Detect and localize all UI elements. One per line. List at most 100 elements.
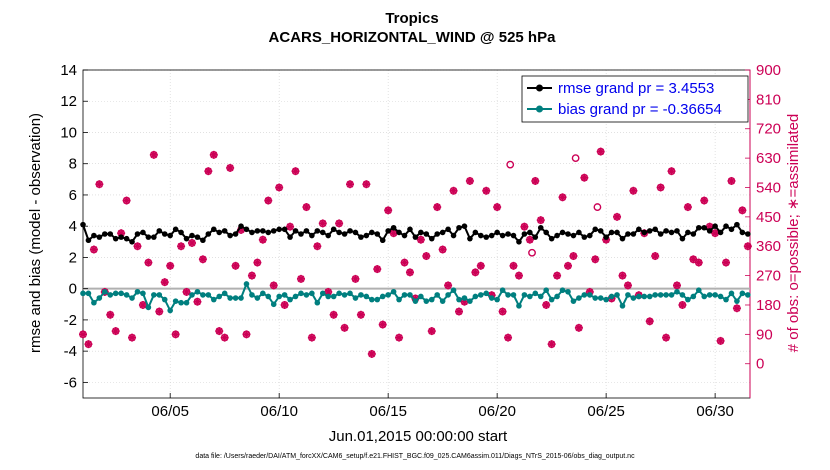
obs-count-markers — [79, 147, 752, 358]
bias-point — [625, 292, 631, 298]
bias-point — [101, 288, 108, 295]
obs-asterisk-stroke — [161, 278, 169, 286]
rmse-point — [183, 235, 190, 242]
bias-point — [543, 287, 549, 294]
bias-point — [352, 295, 359, 301]
obs-possible-circle — [471, 268, 480, 277]
obs-asterisk-stroke — [711, 229, 719, 237]
obs-assimilated-marker — [220, 333, 229, 342]
rmse-point — [303, 228, 310, 234]
obs-possible-circle — [378, 320, 387, 329]
obs-possible-circle — [100, 288, 109, 296]
rmse-point — [450, 232, 457, 239]
legend-bias-marker — [536, 105, 543, 113]
obs-asterisk-stroke — [471, 268, 479, 276]
bias-point — [151, 292, 157, 298]
bias-point — [516, 303, 522, 309]
bias-point — [450, 287, 457, 294]
rmse-point — [516, 239, 522, 245]
obs-possible-circle — [199, 255, 207, 264]
rmse-point — [210, 226, 217, 233]
obs-asterisk-stroke — [466, 177, 474, 185]
obs-assimilated-marker — [373, 265, 382, 274]
bias-point — [374, 296, 381, 303]
obs-possible-circle — [259, 235, 267, 244]
bias-point — [172, 298, 179, 304]
rmse-point — [739, 229, 746, 236]
obs-assimilated-marker — [405, 268, 414, 277]
obs-assimilated-marker — [253, 258, 262, 267]
obs-asterisk-stroke — [689, 255, 697, 263]
rmse-point — [140, 229, 146, 236]
obs-possible-circle — [536, 216, 545, 224]
rmse-point — [439, 229, 446, 236]
rmse-point — [189, 232, 195, 239]
bias-point — [80, 290, 86, 297]
legend: rmse grand pr = 3.4553 bias grand pr = -… — [521, 75, 749, 123]
rmse-point — [401, 232, 408, 239]
obs-possible-circle — [662, 333, 670, 342]
obs-asterisk-stroke — [221, 334, 229, 341]
obs-assimilated-marker — [378, 320, 387, 329]
obs-asterisk-stroke — [722, 259, 730, 266]
obs-possible-circle — [575, 324, 583, 332]
obs-possible-circle — [509, 262, 518, 270]
rmse-point — [276, 226, 282, 233]
obs-assimilated-marker — [542, 300, 551, 309]
obs-assimilated-marker — [335, 219, 344, 228]
obs-asterisk-stroke — [684, 203, 692, 211]
rmse-point — [603, 234, 609, 240]
obs-asterisk-stroke — [297, 275, 305, 283]
obs-asterisk-stroke — [264, 197, 272, 204]
obs-possible-circle — [558, 193, 567, 202]
obs-possible-circle — [79, 330, 87, 339]
bias-point — [205, 292, 212, 298]
obs-possible-circle — [727, 177, 736, 185]
obs-asterisk-stroke — [357, 311, 365, 319]
obs-assimilated-marker — [449, 186, 458, 195]
obs-assimilated-marker — [471, 268, 480, 277]
obs-possible-circle — [482, 186, 491, 195]
bias-point — [581, 292, 588, 298]
obs-assimilated-marker — [444, 281, 453, 290]
obs-assimilated-marker — [280, 300, 289, 309]
y-tick-label: 0 — [69, 281, 77, 298]
rmse-point — [521, 231, 528, 237]
bias-point — [494, 296, 500, 303]
obs-assimilated-marker — [596, 147, 605, 156]
obs-asterisk-stroke — [199, 255, 207, 263]
obs-asterisk-stroke — [275, 184, 283, 191]
bias-point — [646, 293, 653, 300]
rmse-point — [456, 224, 462, 231]
obs-assimilated-marker — [351, 274, 360, 283]
bias-point — [439, 298, 446, 304]
obs-assimilated-marker — [547, 340, 556, 349]
obs-asterisk-stroke — [352, 275, 359, 283]
obs-possible-circle — [438, 245, 447, 254]
obs-possible-circle — [139, 301, 147, 309]
rmse-point — [319, 229, 326, 236]
rmse-point — [205, 231, 212, 237]
bias-point — [369, 296, 375, 303]
rmse-point — [461, 223, 468, 229]
bias-point — [428, 296, 435, 303]
bias-point — [123, 292, 130, 298]
obs-assimilated-marker — [656, 183, 665, 192]
rmse-point — [554, 232, 560, 239]
obs-assimilated-marker — [318, 219, 327, 228]
obs-assimilated-marker — [651, 252, 660, 261]
rmse-point — [510, 232, 517, 239]
obs-asterisk-stroke — [330, 311, 338, 319]
bias-point — [140, 290, 146, 297]
bias-point — [636, 293, 642, 300]
obs-possible-circle — [160, 278, 169, 286]
y2-tick-label: 0 — [756, 356, 764, 373]
bias-point — [145, 304, 152, 311]
y-tick-label: -2 — [64, 312, 77, 329]
obs-assimilated-marker — [667, 167, 676, 176]
rmse-point — [379, 237, 386, 244]
bias-point — [363, 293, 370, 300]
obs-assimilated-marker — [177, 242, 186, 251]
obs-asterisk-stroke — [679, 301, 686, 309]
